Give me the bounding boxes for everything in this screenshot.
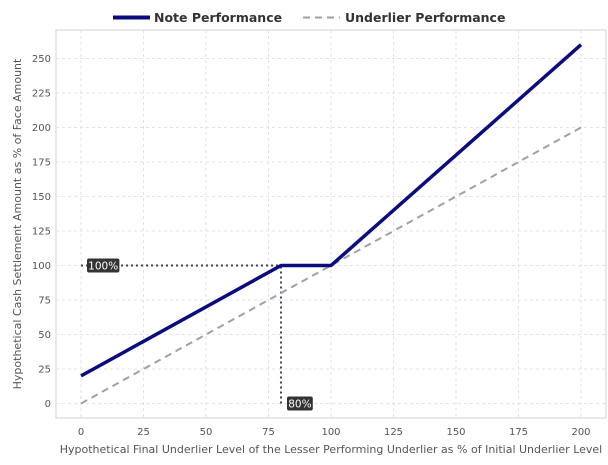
annotation-label: 80% — [287, 396, 313, 411]
y-tick-label: 25 — [38, 365, 51, 376]
y-tick-label: 50 — [38, 330, 51, 341]
legend-label: Underlier Performance — [345, 10, 505, 25]
annotation-label: 100% — [87, 258, 120, 273]
guide-lines — [81, 264, 282, 404]
x-axis-title: Hypothetical Final Underlier Level of th… — [60, 443, 603, 456]
legend-item: Note Performance — [113, 10, 282, 25]
y-tick-label: 225 — [32, 89, 51, 100]
x-axis-ticks: 0 25 50 75 100 125 150 175 200 — [78, 427, 591, 438]
x-tick-label: 100 — [321, 427, 340, 438]
annotation-box — [87, 258, 120, 273]
x-tick-label: 175 — [509, 427, 528, 438]
annotation-text: 80% — [288, 399, 311, 411]
y-tick-label: 250 — [32, 54, 51, 65]
grid — [56, 30, 606, 418]
x-tick-label: 75 — [262, 427, 275, 438]
annotation-text: 100% — [88, 261, 118, 273]
y-tick-label: 150 — [32, 192, 51, 203]
x-tick-label: 50 — [200, 427, 213, 438]
y-tick-label: 100 — [32, 261, 51, 272]
y-tick-label: 200 — [32, 123, 51, 134]
annotation-box — [287, 396, 313, 411]
x-tick-label: 125 — [384, 427, 403, 438]
y-tick-label: 175 — [32, 158, 51, 169]
y-tick-label: 75 — [38, 296, 51, 307]
y-axis-ticks: 0 25 50 75 100 125 150 175 200 225 250 — [32, 54, 51, 410]
x-tick-label: 150 — [446, 427, 465, 438]
x-tick-label: 25 — [137, 427, 150, 438]
x-tick-label: 200 — [571, 427, 590, 438]
note-performance-line — [80, 43, 583, 378]
y-tick-label: 0 — [45, 399, 51, 410]
legend: Note Performance Underlier Performance — [113, 10, 505, 25]
legend-item: Underlier Performance — [303, 10, 505, 25]
x-tick-label: 0 — [78, 427, 84, 438]
y-axis-title: Hypothetical Cash Settlement Amount as %… — [11, 58, 24, 389]
series-lines — [80, 43, 583, 405]
legend-label: Note Performance — [154, 10, 282, 25]
y-tick-label: 125 — [32, 227, 51, 238]
annotations: 100% 80% — [87, 258, 313, 411]
